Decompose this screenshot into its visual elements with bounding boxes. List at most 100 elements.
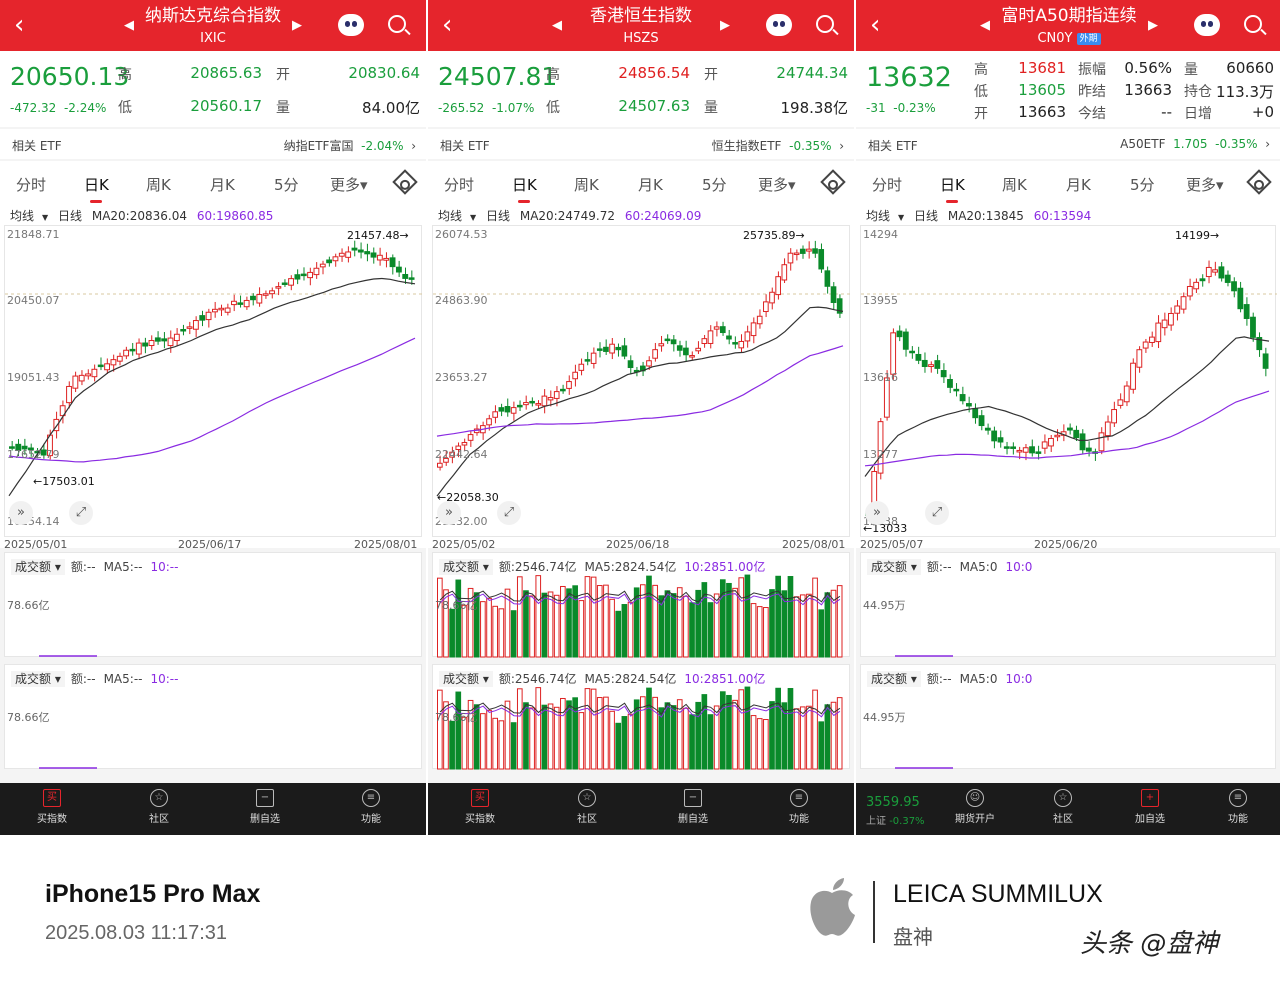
chart-settings-icon[interactable] [392,169,418,195]
buy-index-button[interactable]: 买买指数 [22,789,82,825]
remove-watchlist-button[interactable]: − 删自选 [235,789,295,825]
kline-plot[interactable]: 14294 13955 13616 13277 12938 14199→ ←13… [860,225,1277,537]
prev-index-icon[interactable]: ◀ [124,18,134,33]
y-label-3: 23653.27 [435,371,488,384]
shanghai-index-ticker[interactable]: 3559.95 上证 -0.37% [866,795,925,827]
volume-select[interactable]: 成交额 ▾ [11,559,65,575]
fullscreen-icon[interactable]: ⤢ [69,501,93,525]
kline-chart[interactable]: 均线 ▼ 日线 MA20:24749.72 60:24069.09 26074.5… [428,203,854,551]
open-futures-account-button[interactable]: ☺ 期货开户 [945,789,1005,825]
next-index-icon[interactable]: ▶ [720,18,730,33]
tab-daily[interactable]: 日K [512,176,537,203]
tab-5min[interactable]: 5分 [702,176,727,194]
volume-select[interactable]: 成交额 ▾ [11,671,65,687]
functions-button[interactable]: ≡ 功能 [769,789,829,825]
remove-watchlist-button[interactable]: − 删自选 [663,789,723,825]
volume-chart-1[interactable]: 成交额 ▾ 额:-- MA5:-- 10:-- 78.66亿 [4,552,422,657]
tab-intraday[interactable]: 分时 [872,176,903,194]
candle-body [744,331,751,342]
expand-icon[interactable]: » [865,501,889,525]
related-etf-row[interactable]: 相关 ETF 恒生指数ETF -0.35% › [428,129,854,159]
expand-icon[interactable]: » [9,501,33,525]
add-watchlist-button[interactable]: + 加自选 [1120,789,1180,825]
volume-chart-1[interactable]: 成交额 ▾ 额:2546.74亿 MA5:2824.54亿 10:2851.00亿 7… [432,552,850,658]
tab-weekly[interactable]: 周K [1002,176,1027,194]
quote-panel: 20650.13 -472.32 -2.24% 高 20865.63 开 208… [0,51,426,127]
volume-chart-2[interactable]: 成交额 ▾ 额:-- MA5:0 10:0 44.95万 [860,664,1276,769]
robot-assistant-icon[interactable] [338,14,364,36]
robot-assistant-icon[interactable] [1194,14,1220,36]
buy-index-button[interactable]: 买买指数 [450,789,510,825]
candle-body [830,286,837,303]
tab-more[interactable]: 更多▾ [758,176,796,194]
ma-select[interactable]: 均线 [10,209,35,223]
robot-assistant-icon[interactable] [766,14,792,36]
ma-select-arrow-icon[interactable]: ▼ [42,213,49,222]
functions-button[interactable]: ≡ 功能 [1208,789,1268,825]
search-icon[interactable] [1244,15,1262,33]
back-icon[interactable]: ‹ [14,10,25,40]
candle-body [154,337,161,342]
functions-button[interactable]: ≡ 功能 [341,789,401,825]
candle-body [1010,446,1016,449]
quote-panel: 24507.81 -265.52 -1.07% 高 24856.54 开 247… [428,51,854,127]
prev-index-icon[interactable]: ◀ [980,18,990,33]
ma-select-arrow-icon[interactable]: ▼ [470,213,477,222]
candle-body [1016,449,1023,453]
add-icon: + [1141,789,1159,807]
community-button[interactable]: ☆ 社区 [557,789,617,825]
tab-monthly[interactable]: 月K [638,176,663,194]
volume-bar [701,694,708,770]
candle-body [9,446,15,449]
volume-select[interactable]: 成交额 ▾ [439,559,493,575]
volume-chart-2[interactable]: 成交额 ▾ 额:2546.74亿 MA5:2824.54亿 10:2851.00亿 7… [432,664,850,770]
candle-body [726,335,732,340]
back-icon[interactable]: ‹ [870,10,881,40]
tab-monthly[interactable]: 月K [1066,176,1091,194]
kline-plot[interactable]: 21848.71 20450.07 19051.43 17652.79 1625… [4,225,423,537]
next-index-icon[interactable]: ▶ [1148,18,1158,33]
candle-body [1048,437,1054,447]
tab-5min[interactable]: 5分 [274,176,299,194]
ma-select[interactable]: 均线 [438,209,463,223]
tab-more[interactable]: 更多▾ [1186,176,1224,194]
volume-select[interactable]: 成交额 ▾ [867,671,921,687]
chart-settings-icon[interactable] [820,169,846,195]
quote-panel: 13632 -31 -0.23% 高 13681 振幅 0.56% 量 6066… [856,51,1280,127]
search-icon[interactable] [388,15,406,33]
tab-daily[interactable]: 日K [940,176,965,203]
fullscreen-icon[interactable]: ⤢ [925,501,949,525]
volume-chart-1[interactable]: 成交额 ▾ 额:-- MA5:0 10:0 44.95万 [860,552,1276,657]
next-index-icon[interactable]: ▶ [292,18,302,33]
high-value: 24856.54 [618,64,690,82]
related-etf-row[interactable]: 相关 ETF A50ETF 1.705 -0.35% › [856,129,1280,159]
community-button[interactable]: ☆ 社区 [129,789,189,825]
volume-select[interactable]: 成交额 ▾ [439,671,493,687]
tab-weekly[interactable]: 周K [574,176,599,194]
community-button[interactable]: ☆ 社区 [1033,789,1093,825]
back-icon[interactable]: ‹ [442,10,453,40]
tab-intraday[interactable]: 分时 [16,176,47,194]
tab-monthly[interactable]: 月K [210,176,235,194]
chart-settings-icon[interactable] [1246,169,1272,195]
kline-chart[interactable]: 均线 ▼ 日线 MA20:13845 60:13594 14294 13955 1… [856,203,1280,551]
volume-bar [658,707,665,770]
volume-chart-2[interactable]: 成交额 ▾ 额:-- MA5:-- 10:-- 78.66亿 [4,664,422,769]
kline-plot[interactable]: 26074.53 24863.90 23653.27 22442.64 2123… [432,225,851,537]
tab-weekly[interactable]: 周K [146,176,171,194]
tab-intraday[interactable]: 分时 [444,176,475,194]
related-etf-row[interactable]: 相关 ETF 纳指ETF富国 -2.04% › [0,129,426,159]
ma-select-arrow-icon[interactable]: ▼ [898,213,905,222]
kline-chart[interactable]: 均线 ▼ 日线 MA20:20836.04 60:19860.85 21848.7… [0,203,426,551]
tab-more[interactable]: 更多▾ [330,176,368,194]
tab-daily[interactable]: 日K [84,176,109,203]
prev-index-icon[interactable]: ◀ [552,18,562,33]
candle-body [836,298,843,314]
volume-select[interactable]: 成交额 ▾ [867,559,921,575]
ma-select[interactable]: 均线 [866,209,891,223]
fullscreen-icon[interactable]: ⤢ [497,501,521,525]
volume-bar [578,712,585,770]
expand-icon[interactable]: » [437,501,461,525]
search-icon[interactable] [816,15,834,33]
tab-5min[interactable]: 5分 [1130,176,1155,194]
